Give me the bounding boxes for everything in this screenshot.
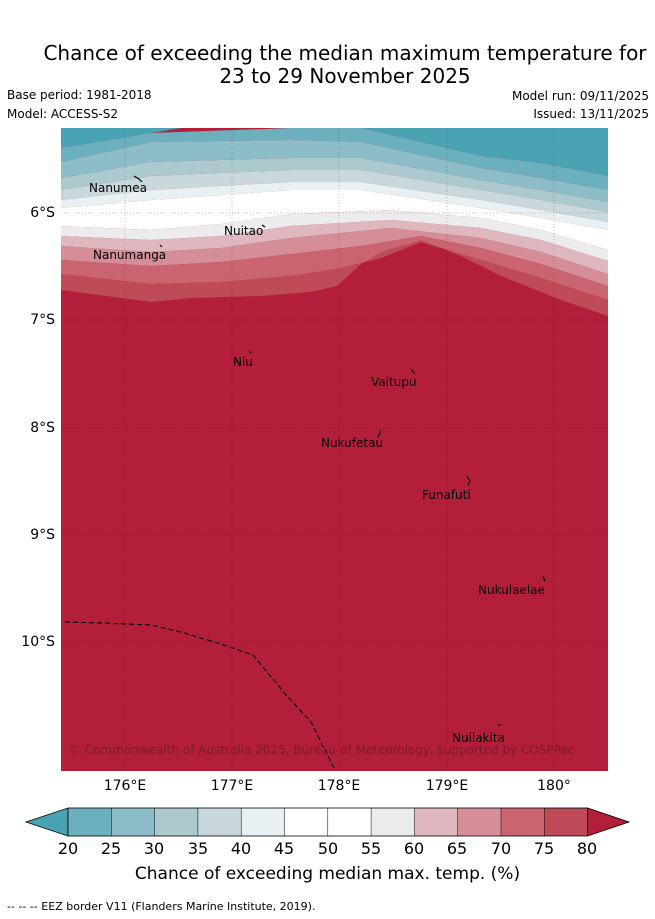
island-nuitao: [261, 224, 266, 228]
band-70: [61, 228, 608, 286]
colorbar-segment: [414, 808, 459, 836]
colorbar-segment: [197, 808, 242, 836]
colorbar-tick-35: 35: [187, 839, 209, 858]
colorbar-tick-60: 60: [403, 839, 425, 858]
eez-legend: -- -- -- EEZ border V11 (Flanders Marine…: [7, 900, 316, 913]
colorbar-segment: [111, 808, 156, 836]
colorbar-segment: [154, 808, 199, 836]
place-funafuti: Funafuti: [422, 488, 471, 502]
island-nukufetau: [377, 429, 382, 438]
colorbar-tick-30: 30: [143, 839, 165, 858]
island-nanumanga: [159, 244, 163, 248]
colorbar-segment: [327, 808, 372, 836]
band-50-55: [61, 190, 608, 250]
band-30: [61, 140, 608, 202]
islands: [133, 175, 546, 726]
colorbar-title: Chance of exceeding median max. temp. (%…: [134, 864, 521, 884]
lon-label-178e: 178°E: [317, 778, 361, 794]
colorbar-extend-low: [24, 807, 69, 837]
band-40: [61, 170, 608, 222]
lat-label-10s: 10°S: [21, 634, 55, 650]
island-funafuti: [466, 475, 471, 486]
place-vaitupu: Vaitupu: [371, 375, 417, 389]
colorbar-segment: [544, 808, 589, 836]
colorbar-tick-40: 40: [230, 839, 252, 858]
band-25: [61, 128, 608, 190]
colorbar-tick-50: 50: [317, 839, 339, 858]
band-45: [61, 182, 608, 230]
band-35: [61, 158, 608, 212]
colorbar-segment: [501, 808, 545, 836]
lon-label-177e: 177°E: [210, 778, 254, 794]
colorbar-tick-70: 70: [490, 839, 512, 858]
island-niu: [248, 350, 252, 354]
lon-label-176e: 176°E: [103, 778, 147, 794]
colorbar-tick-55: 55: [360, 839, 382, 858]
lat-label-6s: 6°S: [30, 205, 55, 221]
band-65: [61, 220, 608, 274]
colorbar-extend-high: [587, 807, 631, 837]
place-niu: Niu: [233, 355, 253, 369]
issued-date: Issued: 13/11/2025: [533, 107, 649, 121]
colorbar-tick-20: 20: [57, 839, 79, 858]
island-nukulaelae: [542, 575, 546, 582]
model-run: Model run: 09/11/2025: [511, 89, 649, 103]
lat-label-8s: 8°S: [30, 420, 55, 436]
lat-label-7s: 7°S: [30, 312, 55, 328]
band-60: [61, 210, 608, 261]
band-80-edge: [61, 240, 608, 316]
place-nuitao: Nuitao: [224, 224, 264, 238]
colorbar-segment: [371, 808, 415, 836]
colorbar-segment: [457, 808, 502, 836]
eez-border: [64, 621, 335, 769]
graticule: [61, 128, 608, 771]
colorbar-segment: [241, 808, 285, 836]
title-line-2: 23 to 29 November 2025: [219, 64, 471, 88]
place-nuilakita: Nuilakita: [452, 731, 505, 745]
copyright-notice: © Commonwealth of Australia 2025, Bureau…: [69, 743, 575, 757]
colorbar-tick-75: 75: [533, 839, 555, 858]
band-75: [61, 236, 608, 300]
forecast-map: [61, 128, 608, 771]
colorbar-tick-65: 65: [446, 839, 468, 858]
colorbar-segment: [68, 808, 112, 836]
model-name: Model: ACCESS-S2: [7, 107, 119, 121]
lat-label-9s: 9°S: [30, 527, 55, 543]
lon-label-179e: 179°E: [425, 778, 469, 794]
place-nanumanga: Nanumanga: [93, 248, 167, 262]
title-line-1: Chance of exceeding the median maximum t…: [43, 41, 647, 65]
place-nanumea: Nanumea: [89, 181, 147, 195]
band-20: [61, 128, 608, 176]
colorbar-segment: [284, 808, 329, 836]
place-nukulaelae: Nukulaelae: [478, 583, 545, 597]
colorbar-tick-45: 45: [273, 839, 295, 858]
colorbar-tick-80: 80: [576, 839, 598, 858]
place-nukufetau: Nukufetau: [321, 436, 384, 450]
colorbar-tick-25: 25: [100, 839, 122, 858]
base-period: Base period: 1981-2018: [7, 88, 152, 102]
island-nanumea: [133, 175, 143, 183]
colorbar: [24, 807, 631, 837]
island-vaitupu: [410, 368, 416, 375]
lon-label-180: 180°: [537, 778, 571, 794]
